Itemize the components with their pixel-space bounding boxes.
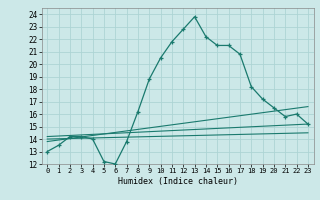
X-axis label: Humidex (Indice chaleur): Humidex (Indice chaleur) <box>118 177 237 186</box>
